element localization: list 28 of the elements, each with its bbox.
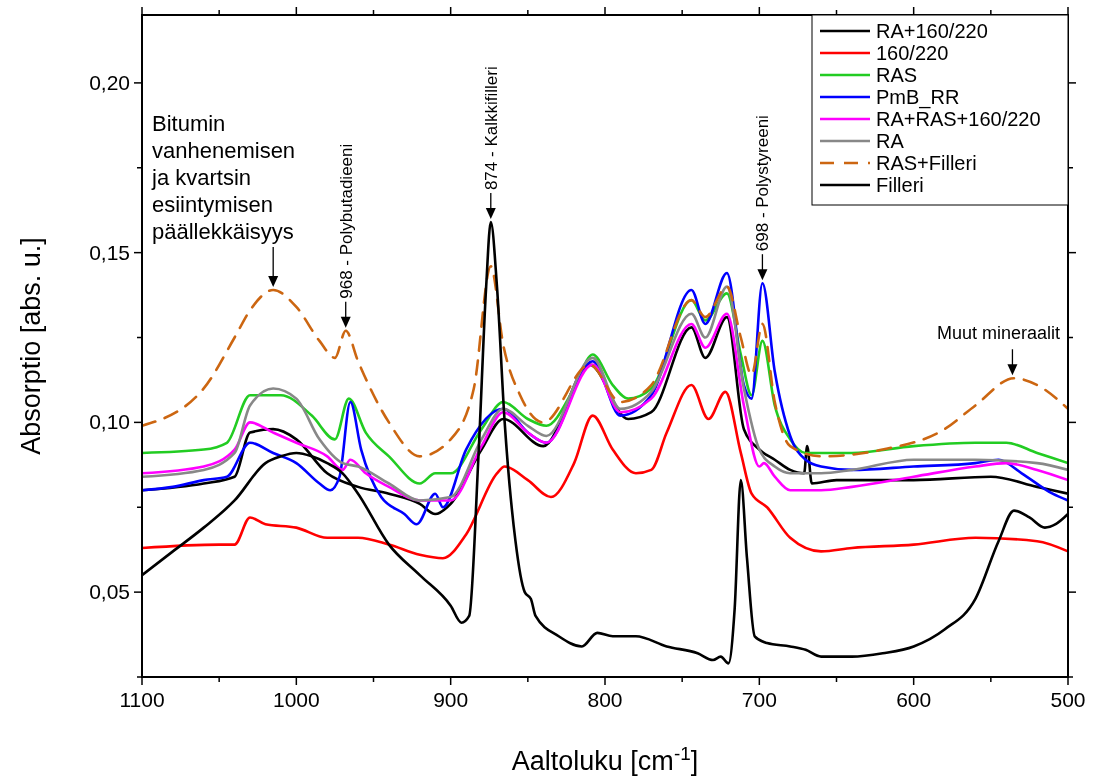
annotation: 968 - Polybutadieeni (336, 143, 356, 299)
legend-label: RAS+Filleri (876, 152, 977, 174)
y-tick-label: 0,10 (89, 410, 130, 434)
line-series (142, 264, 1068, 458)
annotation: 698 - Polystyreeni (753, 115, 773, 252)
legend-label: RAS (876, 64, 918, 86)
y-tick-label: 0,05 (89, 580, 130, 604)
annotation: Bitumin vanhenemisen ja kvartsin esiintymisen päällekkäisyys (151, 110, 296, 244)
y-axis-title: Absorptio [abs. u.] (16, 237, 46, 455)
x-tick-label: 700 (741, 688, 777, 711)
legend-label: PmB_RR (876, 86, 960, 109)
x-tick-label: 1000 (272, 688, 320, 711)
x-tick-label: 600 (896, 688, 932, 711)
x-tick-label: 900 (433, 688, 469, 711)
annotation: 874 - Kalkkifilleri (481, 66, 501, 191)
legend-label: RA+160/220 (876, 20, 988, 42)
legend-label: 160/220 (876, 42, 949, 64)
legend-label: RA+RAS+160/220 (876, 108, 1041, 130)
line-series (142, 383, 1068, 560)
legend-label: RA (876, 130, 905, 152)
legend-label: Filleri (876, 174, 924, 196)
x-tick-label: 500 (1050, 688, 1086, 711)
y-tick-label: 0,20 (89, 70, 130, 94)
x-tick-label: 1100 (119, 688, 165, 711)
x-axis-title: Aaltoluku [cm$^{-1}$] (511, 742, 699, 776)
y-tick-label: 0,15 (89, 240, 130, 264)
annotation: Muut mineraalit (936, 323, 1060, 344)
x-tick-label: 800 (587, 688, 623, 711)
